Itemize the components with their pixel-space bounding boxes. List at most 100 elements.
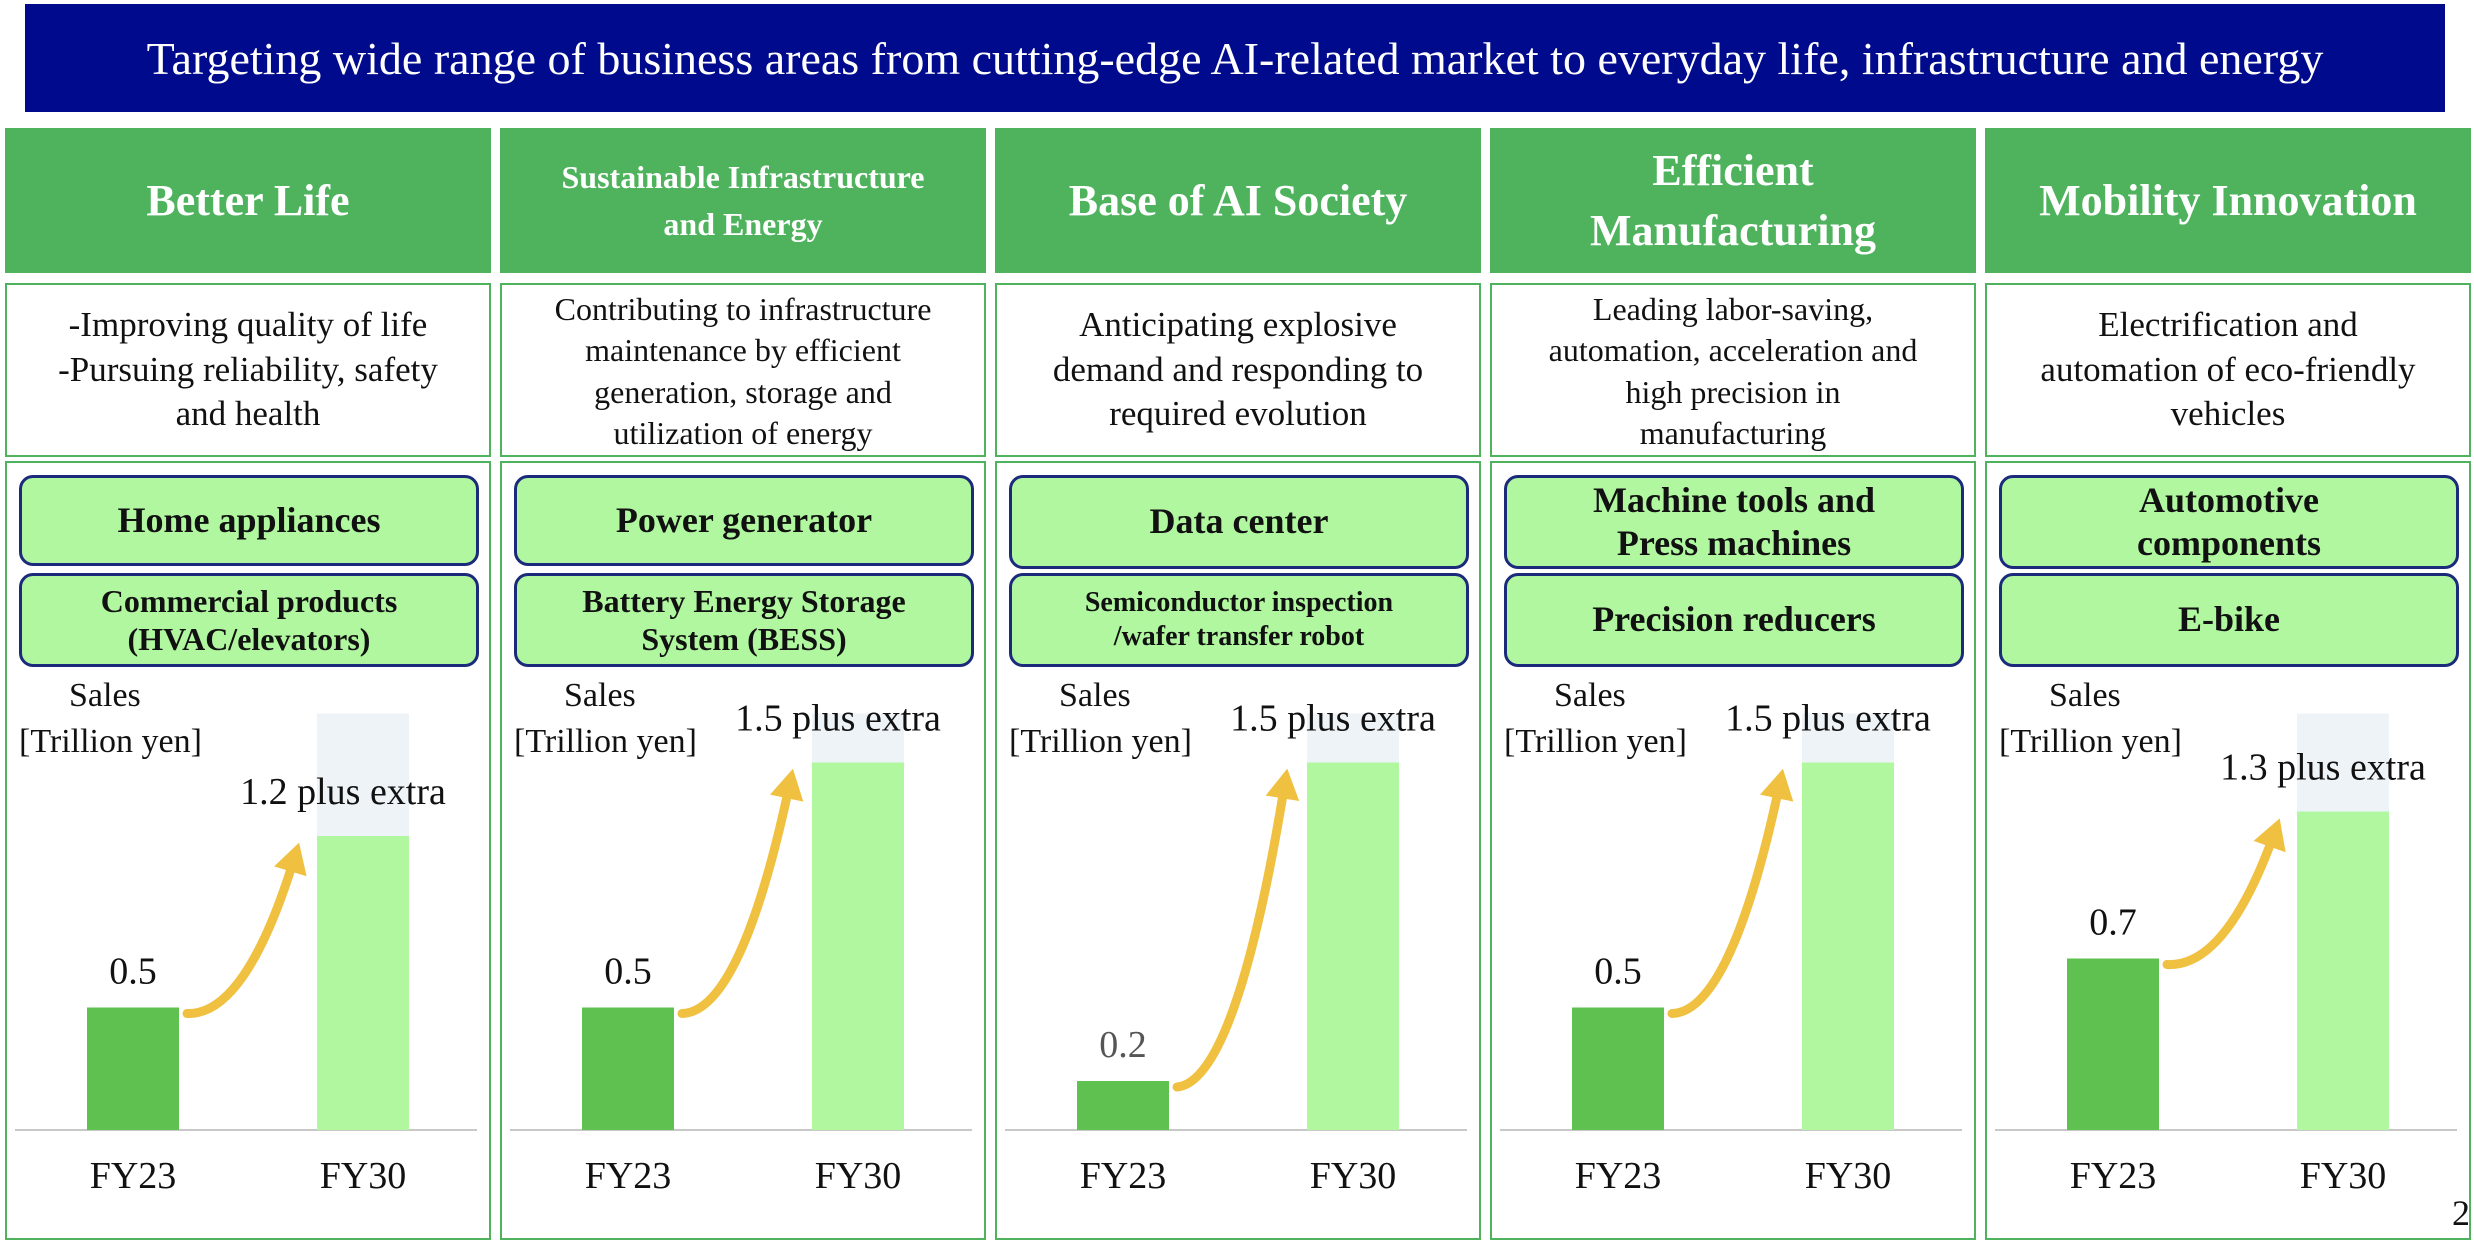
segment-column: Base of AI Society Anticipating explosive… [995,128,1481,1240]
description-line: and health [175,394,321,434]
growth-arrow [677,778,795,1018]
segment-panel: Machine tools and Press machines Precision… [1490,461,1976,1240]
description-line: Leading labor-saving, [1592,290,1874,327]
description-line: high precision in [1625,373,1841,410]
sales-label-line: [Trillion yen] [19,722,202,760]
sales-label-line: [Trillion yen] [1504,722,1687,760]
category-label: FY30 [320,1155,407,1197]
value-label-fy23: 0.5 [109,951,157,993]
description-line: automation, acceleration and [1548,332,1918,369]
growth-arrow [182,851,300,1019]
segment-title-line: Manufacturing [1590,205,1876,255]
sales-label-line: Sales [69,677,141,714]
business-item-pill: Automotive components [1999,475,2459,569]
segment-description: Leading labor-saving, automation, acceler… [1490,283,1976,457]
value-label-fy30: 1.5 plus extra [1725,698,1931,740]
sales-label-line: [Trillion yen] [1999,722,2182,760]
value-label-fy23: 0.2 [1099,1024,1147,1066]
value-label-fy30: 1.2 plus extra [240,771,446,813]
business-item-pill: Precision reducers [1504,573,1964,667]
description-line: Contributing to infrastructure [554,290,932,327]
segment-panel: Home appliances Commercial products (HVAC/… [5,461,491,1240]
fy30-extra-region [812,713,904,763]
growth-arrow [1172,778,1290,1092]
sales-chart: 0.2 1.5 plus extra FY23 FY30 [1005,698,1467,1197]
business-item-label: Precision reducers [1592,599,1876,640]
business-item-label: Press machines [1616,523,1852,563]
fy30-extra-region [1307,713,1399,763]
sales-chart: 0.7 1.3 plus extra FY23 FY30 [1995,713,2457,1197]
description-line: required evolution [1109,394,1367,434]
bar-fy23 [2067,958,2159,1130]
category-label: FY30 [2300,1155,2387,1197]
business-item-label: /wafer transfer robot [1113,621,1365,652]
fy30-extra-region [1802,713,1894,763]
sales-label-line: Sales [1059,677,1131,714]
description-line: -Improving quality of life [68,305,428,345]
business-item-pill: Battery Energy Storage System (BESS) [514,573,974,667]
description-line: Electrification and [2098,305,2358,345]
fy30-extra-region [2297,713,2389,812]
category-label: FY23 [2070,1155,2157,1197]
description-line: -Pursuing reliability, safety [58,349,438,389]
sales-label-line: Sales [564,677,636,714]
sales-axis-label: Sales [Trillion yen] [1009,673,1309,765]
business-item-label: Automotive [2139,479,2319,520]
segment-title: Sustainable Infrastructure and Energy [500,128,986,273]
business-item-label: System (BESS) [641,621,847,657]
sales-chart: 0.5 1.2 plus extra FY23 FY30 [15,713,477,1197]
business-item-pill: Machine tools and Press machines [1504,475,1964,569]
segment-title: Efficient Manufacturing [1490,128,1976,273]
business-item-label: E-bike [2177,599,2281,640]
business-item-label: Data center [1149,501,1329,542]
growth-arrow-head [1760,768,1794,802]
bar-fy30 [317,836,409,1130]
segment-title-line: Sustainable Infrastructure [561,159,925,196]
sales-label-line: Sales [2049,677,2121,714]
category-label: FY23 [1080,1155,1167,1197]
bar-fy23 [1572,1007,1664,1130]
growth-arrow-head [274,842,307,877]
segment-title-line: and Energy [663,205,823,242]
growth-arrow-head [770,768,804,802]
category-label: FY23 [585,1155,672,1197]
description-line: utilization of energy [613,415,873,452]
page-number: 2 [2452,1193,2470,1233]
segment-title-line: Efficient [1652,146,1814,196]
business-item-label: Power generator [615,499,873,540]
sales-chart: 0.5 1.5 plus extra FY23 FY30 [1500,698,1962,1197]
growth-arrow-head [2253,818,2286,853]
segment-title-line: Base of AI Society [1068,175,1408,225]
business-item-pill: Semiconductor inspection/wafer transfer … [1009,573,1469,667]
bar-fy30 [812,762,904,1130]
segment-description: Anticipating explosive demand and respond… [995,283,1481,457]
bar-fy30 [2297,811,2389,1130]
business-item-label: Machine tools and [1592,479,1876,520]
category-label: FY30 [1310,1155,1397,1197]
segment-description: Electrification and automation of eco-fri… [1985,283,2471,457]
segment-title-line: Better Life [146,175,350,225]
segment-panel: Automotive components E-bike Sales [Trillion… [1985,461,2471,1240]
segment-panel: Power generator Battery Energy Storage Sys… [500,461,986,1240]
description-line: automation of eco-friendly [2040,349,2416,389]
bar-fy30 [1802,762,1894,1130]
value-label-fy30: 1.5 plus extra [735,698,941,740]
segment-title: Mobility Innovation [1985,128,2471,273]
business-item-label: components [2136,523,2321,563]
business-item-label: Semiconductor inspection [1084,587,1394,619]
sales-axis-label: Sales [Trillion yen] [19,673,319,765]
business-item-label: (HVAC/elevators) [127,621,371,657]
business-item-pill: Power generator [514,475,974,566]
sales-label-line: [Trillion yen] [1009,722,1192,760]
value-label-fy23: 0.5 [604,951,652,993]
bar-fy23 [87,1007,179,1130]
sales-axis-label: Sales [Trillion yen] [514,673,814,765]
description-line: demand and responding to [1052,349,1424,389]
bar-fy30 [1307,762,1399,1130]
segment-title: Base of AI Society [995,128,1481,273]
segment-title-line: Mobility Innovation [2039,175,2417,225]
category-label: FY30 [815,1155,902,1197]
business-item-pill: Commercial products (HVAC/elevators) [19,573,479,667]
sales-axis-label: Sales [Trillion yen] [1999,673,2299,765]
value-label-fy30: 1.5 plus extra [1230,698,1436,740]
